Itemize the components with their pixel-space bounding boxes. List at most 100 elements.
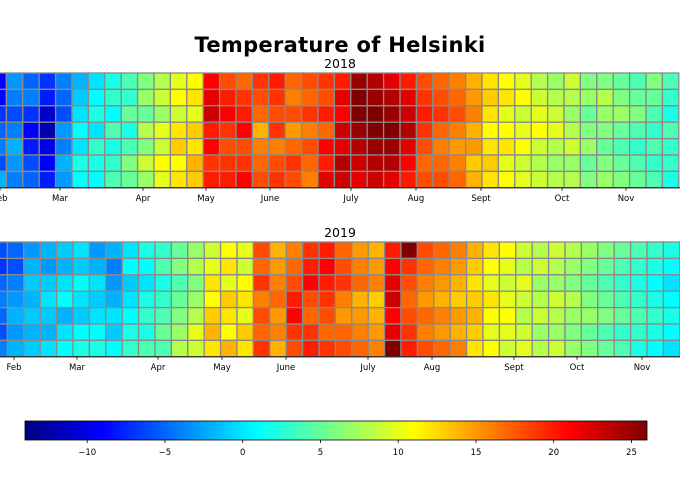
heatmap-cell: [236, 241, 255, 260]
heatmap-cell: [596, 154, 614, 173]
heatmap-cell: [579, 154, 598, 173]
heatmap-cell: [433, 241, 451, 260]
heatmap-cell: [334, 257, 353, 276]
heatmap-cell: [88, 339, 107, 358]
heatmap-cell: [22, 105, 40, 123]
month-label: Mar: [52, 194, 69, 204]
heatmap-cell: [415, 88, 434, 107]
heatmap-cell: [301, 241, 320, 260]
heatmap-cell: [38, 105, 57, 123]
heatmap-cell: [235, 72, 254, 91]
colorbar-tick-label: 10: [393, 448, 404, 458]
heatmap-cell: [5, 170, 24, 189]
heatmap-cell: [334, 306, 353, 325]
heatmap-cell: [218, 105, 237, 123]
heatmap-cell: [88, 306, 107, 325]
heatmap-cell: [415, 105, 434, 123]
heatmap-cell: [482, 306, 501, 325]
heatmap-cell: [22, 170, 40, 189]
colorbar-tick-label: 0: [240, 448, 245, 458]
heatmap-cell: [563, 170, 582, 189]
heatmap-cell: [646, 323, 665, 342]
heatmap-cell: [367, 274, 386, 292]
heatmap-cell: [284, 121, 303, 140]
heatmap-cell: [514, 105, 532, 123]
heatmap-cell: [433, 290, 451, 309]
heatmap-cell: [448, 88, 467, 107]
month-label: Feb: [6, 363, 21, 373]
heatmap-cell: [530, 121, 549, 140]
heatmap-cell: [433, 323, 451, 342]
heatmap-cell: [55, 290, 74, 309]
heatmap-cell: [563, 88, 582, 107]
heatmap-cell: [661, 121, 680, 140]
heatmap-cell: [87, 154, 106, 173]
heatmap-cell: [497, 154, 516, 173]
heatmap-cell: [613, 241, 632, 260]
heatmap-cell: [0, 72, 8, 91]
heatmap-cell: [596, 137, 614, 156]
heatmap-cell: [154, 274, 173, 292]
heatmap-cell: [580, 241, 599, 260]
figure-title: Temperature of Helsinki: [194, 33, 486, 57]
heatmap-cell: [0, 137, 8, 156]
heatmap-cell: [317, 72, 336, 91]
heatmap-cell: [87, 105, 106, 123]
heatmap-cell: [367, 339, 386, 358]
heatmap-cell: [351, 257, 369, 276]
heatmap-cell: [563, 105, 582, 123]
heatmap-cell: [252, 290, 271, 309]
heatmap-cell: [400, 306, 419, 325]
heatmap-cell: [23, 241, 41, 260]
heatmap-cell: [498, 274, 517, 292]
heatmap-cell: [39, 241, 58, 260]
heatmap-cell: [597, 241, 615, 260]
heatmap-cell: [661, 137, 680, 156]
heatmap-cell: [613, 257, 632, 276]
heatmap-cell: [497, 105, 516, 123]
heatmap-cell: [382, 105, 401, 123]
heatmap-cell: [612, 72, 631, 91]
heatmap-cell: [531, 241, 550, 260]
heatmap-cell: [350, 154, 368, 173]
heatmap-cell: [350, 88, 368, 107]
heatmap-cell: [284, 137, 303, 156]
heatmap-cell: [6, 339, 25, 358]
heatmap-cell: [72, 241, 91, 260]
heatmap-cell: [432, 72, 450, 91]
heatmap-cell: [531, 339, 550, 358]
heatmap-cell: [628, 72, 647, 91]
heatmap-cell: [218, 88, 237, 107]
heatmap-cell: [137, 274, 156, 292]
heatmap-cell: [104, 72, 122, 91]
heatmap-cell: [432, 88, 450, 107]
heatmap-cell: [350, 105, 368, 123]
heatmap-cell: [515, 339, 533, 358]
heatmap-cell: [497, 170, 516, 189]
heatmap-cell: [481, 170, 500, 189]
heatmap-cell: [497, 72, 516, 91]
heatmap-cell: [662, 339, 680, 358]
heatmap-cell: [285, 241, 304, 260]
heatmap-cell: [366, 72, 385, 91]
heatmap-cell: [546, 170, 565, 189]
heatmap-cell: [579, 105, 598, 123]
heatmap-cells: [0, 72, 680, 189]
heatmap-cell: [400, 274, 419, 292]
heatmap-cell: [497, 88, 516, 107]
heatmap-cell: [236, 257, 255, 276]
heatmap-cell: [170, 241, 189, 260]
month-label: Apr: [136, 194, 151, 204]
heatmap-cell: [71, 170, 90, 189]
heatmap-panel-2018: 2018 Feb Mar Apr May June July Aug Sept Oct Nov: [0, 56, 680, 204]
heatmap-cell: [498, 241, 517, 260]
heatmap-cell: [350, 170, 368, 189]
heatmap-cell: [87, 88, 106, 107]
heatmap-cell: [366, 137, 385, 156]
heatmap-cell: [137, 241, 156, 260]
heatmap-cell: [104, 105, 122, 123]
heatmap-cell: [0, 274, 9, 292]
heatmap-cell: [497, 137, 516, 156]
heatmap-cell: [203, 257, 222, 276]
